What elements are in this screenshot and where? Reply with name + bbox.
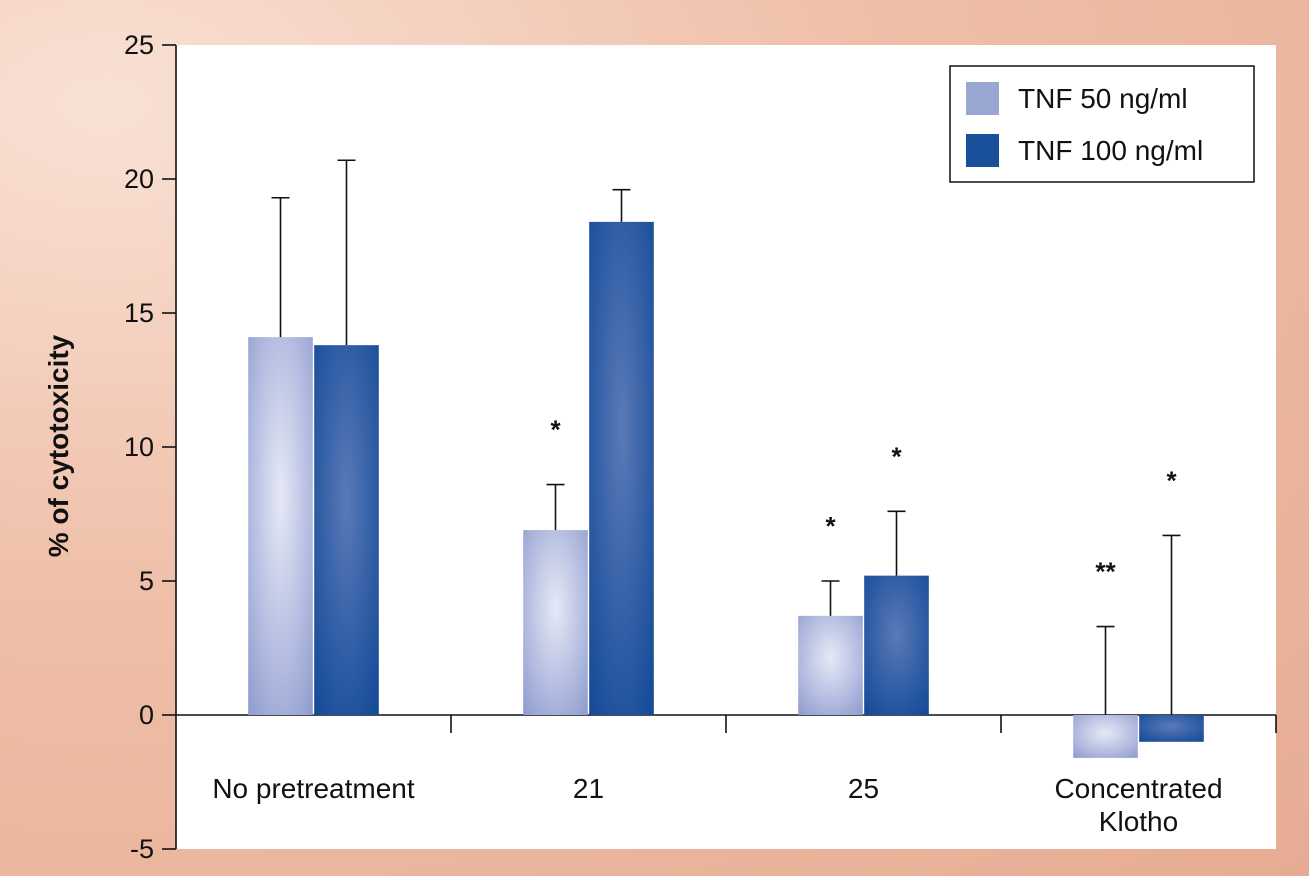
x-category-label: Klotho bbox=[1099, 806, 1178, 837]
error-bars-layer bbox=[271, 159, 1181, 715]
legend-frame bbox=[949, 65, 1255, 183]
legend-label-tnf-50: TNF 50 ng/ml bbox=[1018, 83, 1188, 114]
bar bbox=[1139, 715, 1204, 742]
y-tick-label: 5 bbox=[139, 566, 154, 596]
y-tick-label: 25 bbox=[124, 30, 154, 60]
y-axis-label: % of cytotoxicity bbox=[43, 334, 74, 557]
y-tick-label: 0 bbox=[139, 700, 154, 730]
x-category-label: 25 bbox=[848, 773, 879, 804]
legend-swatch-tnf-50 bbox=[966, 82, 999, 115]
significance-marker: * bbox=[550, 415, 561, 445]
bar bbox=[248, 337, 313, 715]
bars-layer bbox=[248, 221, 1204, 758]
bar bbox=[864, 575, 929, 715]
significance-marker: * bbox=[1166, 465, 1177, 495]
bar bbox=[798, 615, 863, 715]
x-category-label: 21 bbox=[573, 773, 604, 804]
bar bbox=[314, 345, 379, 715]
legend-swatch-tnf-100 bbox=[966, 134, 999, 167]
legend-label-tnf-100: TNF 100 ng/ml bbox=[1018, 135, 1203, 166]
x-category-label: Concentrated bbox=[1054, 773, 1222, 804]
significance-marker: * bbox=[891, 441, 902, 471]
y-tick-label: 10 bbox=[124, 432, 154, 462]
y-tick-label: 20 bbox=[124, 164, 154, 194]
legend: TNF 50 ng/ml TNF 100 ng/ml bbox=[949, 65, 1255, 183]
bar bbox=[1073, 715, 1138, 758]
significance-marker: ** bbox=[1095, 557, 1116, 587]
y-tick-label: -5 bbox=[130, 834, 154, 864]
x-category-label: No pretreatment bbox=[212, 773, 415, 804]
bar bbox=[589, 221, 654, 715]
y-tick-label: 15 bbox=[124, 298, 154, 328]
significance-marker: * bbox=[825, 511, 836, 541]
bar bbox=[523, 530, 588, 715]
